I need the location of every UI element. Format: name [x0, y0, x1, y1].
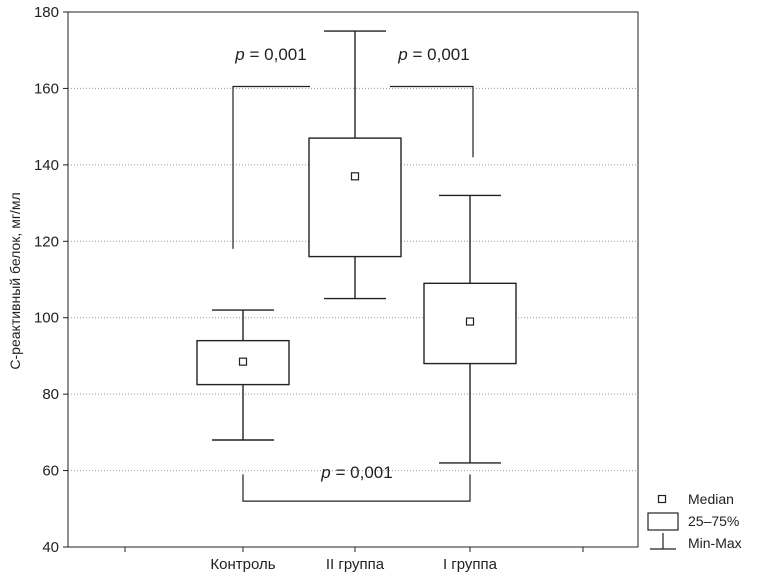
y-tick-label: 160 [34, 80, 59, 97]
y-tick-label: 140 [34, 157, 59, 174]
p-symbol: p [397, 45, 407, 64]
median-marker [238, 357, 248, 366]
x-tick-label: Контроль [210, 556, 275, 573]
plot-frame [67, 11, 639, 548]
median-marker [350, 172, 360, 181]
legend-box-label: 25–75% [688, 513, 739, 529]
p-value-annotation-2: p = 0,001 [242, 463, 471, 502]
p-symbol: p [320, 463, 330, 482]
significance-bracket [232, 85, 310, 249]
median-marker [465, 317, 475, 326]
legend: Median 25–75% Min-Max [647, 491, 742, 551]
y-tick-label: 180 [34, 4, 59, 21]
significance-bracket [390, 85, 474, 158]
p-value: = 0,001 [331, 463, 393, 482]
x-tick-label: II группа [326, 556, 385, 573]
legend-median-symbol [657, 494, 667, 504]
p-symbol: p [234, 45, 244, 64]
legend-whisker-label: Min-Max [688, 535, 742, 551]
y-tick-label: 60 [42, 463, 59, 480]
p-value-label: p = 0,001 [234, 45, 306, 64]
p-value-label: p = 0,001 [320, 463, 392, 482]
box-2 [423, 194, 517, 464]
significance-bracket [242, 474, 471, 502]
p-value-annotation-0: p = 0,001 [232, 45, 310, 249]
p-value: = 0,001 [245, 45, 307, 64]
y-axis: 40 60 80 100 120 140 160 180 [34, 4, 68, 556]
legend-median-label: Median [688, 491, 734, 507]
y-tick-label: 40 [42, 539, 59, 556]
x-tick-label: I группа [443, 556, 498, 573]
x-axis: Контроль II группа I группа [124, 547, 584, 573]
box-1 [308, 30, 402, 300]
p-value-label: p = 0,001 [397, 45, 469, 64]
p-value: = 0,001 [408, 45, 470, 64]
box-0 [196, 309, 290, 441]
boxes [196, 30, 517, 464]
p-value-annotation-1: p = 0,001 [390, 45, 474, 158]
y-tick-label: 100 [34, 310, 59, 327]
y-axis-title: С-реактивный белок, мг/мл [7, 192, 23, 369]
legend-box-symbol [647, 512, 679, 531]
y-tick-label: 120 [34, 233, 59, 250]
y-tick-label: 80 [42, 386, 59, 403]
iqr-box [308, 137, 402, 258]
